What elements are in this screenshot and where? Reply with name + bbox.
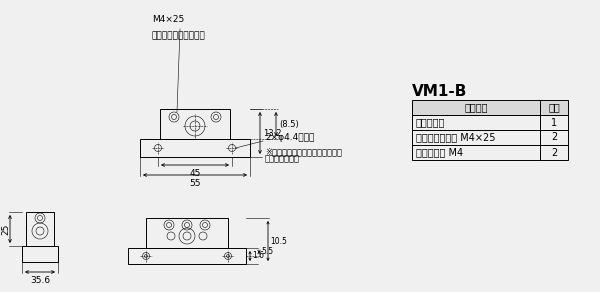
Text: ブラケット: ブラケット bbox=[416, 117, 445, 128]
Text: を推奨します。: を推奨します。 bbox=[265, 154, 300, 163]
Bar bbox=[412, 115, 568, 130]
Text: 2×φ4.4取付穴: 2×φ4.4取付穴 bbox=[265, 133, 314, 142]
Text: 構成部品: 構成部品 bbox=[464, 102, 488, 112]
Bar bbox=[412, 130, 568, 145]
Bar bbox=[22, 246, 58, 262]
Text: 25: 25 bbox=[1, 223, 11, 235]
Text: 35.6: 35.6 bbox=[30, 276, 50, 285]
Text: ※使用ボルトは、六角穴付ボルト: ※使用ボルトは、六角穴付ボルト bbox=[265, 147, 342, 156]
Bar bbox=[26, 212, 54, 246]
Text: 六角ナット M4: 六角ナット M4 bbox=[416, 147, 463, 157]
Bar bbox=[140, 139, 250, 157]
Text: 1.6: 1.6 bbox=[252, 251, 264, 260]
Text: 10.5: 10.5 bbox=[270, 237, 287, 246]
Text: 13.2: 13.2 bbox=[263, 128, 281, 138]
Bar bbox=[412, 100, 568, 115]
Bar bbox=[160, 109, 230, 139]
Text: 55: 55 bbox=[189, 179, 201, 188]
Text: ブラケット取付ボルト: ブラケット取付ボルト bbox=[152, 31, 206, 40]
Text: M4×25: M4×25 bbox=[152, 15, 184, 24]
Text: VM1-B: VM1-B bbox=[412, 84, 467, 99]
Bar bbox=[146, 218, 228, 248]
Text: 45: 45 bbox=[190, 169, 200, 178]
Bar bbox=[412, 145, 568, 160]
Text: 1: 1 bbox=[551, 117, 557, 128]
Text: 2: 2 bbox=[551, 133, 557, 142]
Text: (8.5): (8.5) bbox=[279, 119, 299, 128]
Bar bbox=[128, 248, 246, 264]
Text: 数量: 数量 bbox=[548, 102, 560, 112]
Text: 2: 2 bbox=[551, 147, 557, 157]
Text: 六角穴付ボルト M4×25: 六角穴付ボルト M4×25 bbox=[416, 133, 496, 142]
Text: 5.5: 5.5 bbox=[261, 248, 273, 256]
